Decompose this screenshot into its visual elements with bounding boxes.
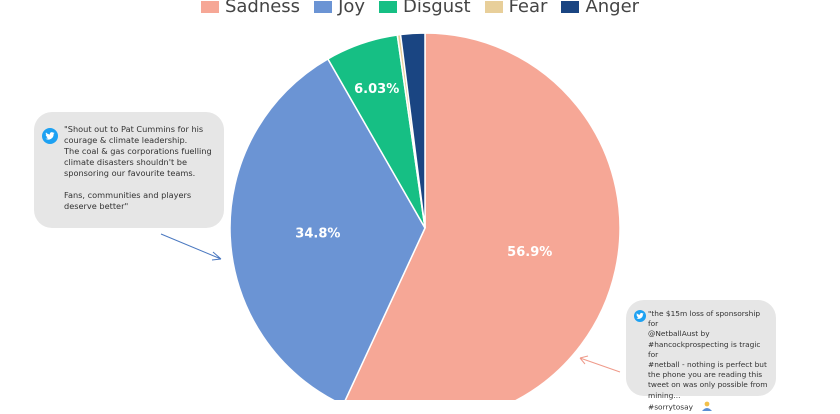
legend-label: Disgust: [403, 0, 471, 17]
data-label-joy: 34.8%: [295, 227, 340, 242]
legend-label: Anger: [585, 0, 640, 17]
legend-item-disgust: Disgust: [379, 0, 471, 17]
legend-swatch: [379, 0, 398, 13]
person-shrugging-icon: [701, 401, 713, 414]
tweet-annotation-1: "Shout out to Pat Cummins for his courag…: [34, 112, 224, 228]
pie-slices: [229, 32, 621, 400]
arrow-to-sadness: [579, 355, 621, 373]
legend-label: Sadness: [224, 0, 301, 17]
pie-slice-sadness: [344, 32, 621, 400]
tweet-text: "Shout out to Pat Cummins for his courag…: [64, 124, 212, 211]
legend-swatch: [484, 0, 503, 13]
pie-data-labels: 56.9% 34.8% 6.03%: [295, 82, 552, 260]
arrow-to-joy: [160, 233, 222, 261]
legend-item-fear: Fear: [484, 0, 548, 17]
legend-swatch: [314, 0, 333, 13]
tweet-body: "the $15m loss of sponsorship for @Netba…: [648, 309, 768, 414]
twitter-icon: [42, 128, 58, 144]
annotation-arrows: [160, 233, 621, 373]
legend-item-joy: Joy: [314, 0, 365, 17]
data-label-sadness: 56.9%: [507, 245, 552, 260]
legend-item-sadness: Sadness: [200, 0, 301, 17]
legend-label: Joy: [338, 0, 366, 17]
pie-chart: 56.9% 34.8% 6.03%: [160, 32, 621, 400]
tweet-text: "the $15m loss of sponsorship for @Netba…: [648, 309, 768, 412]
legend-swatch: [200, 0, 219, 13]
legend-item-anger: Anger: [561, 0, 639, 17]
legend-label: Fear: [508, 0, 548, 17]
twitter-icon: [634, 310, 646, 322]
data-label-disgust: 6.03%: [354, 82, 399, 97]
tweet-annotation-2: "the $15m loss of sponsorship for @Netba…: [626, 300, 776, 411]
legend-swatch: [561, 0, 580, 13]
pie-slice-anger: [399, 32, 426, 229]
chart-legend: Sadness Joy Disgust Fear Anger: [0, 0, 840, 17]
